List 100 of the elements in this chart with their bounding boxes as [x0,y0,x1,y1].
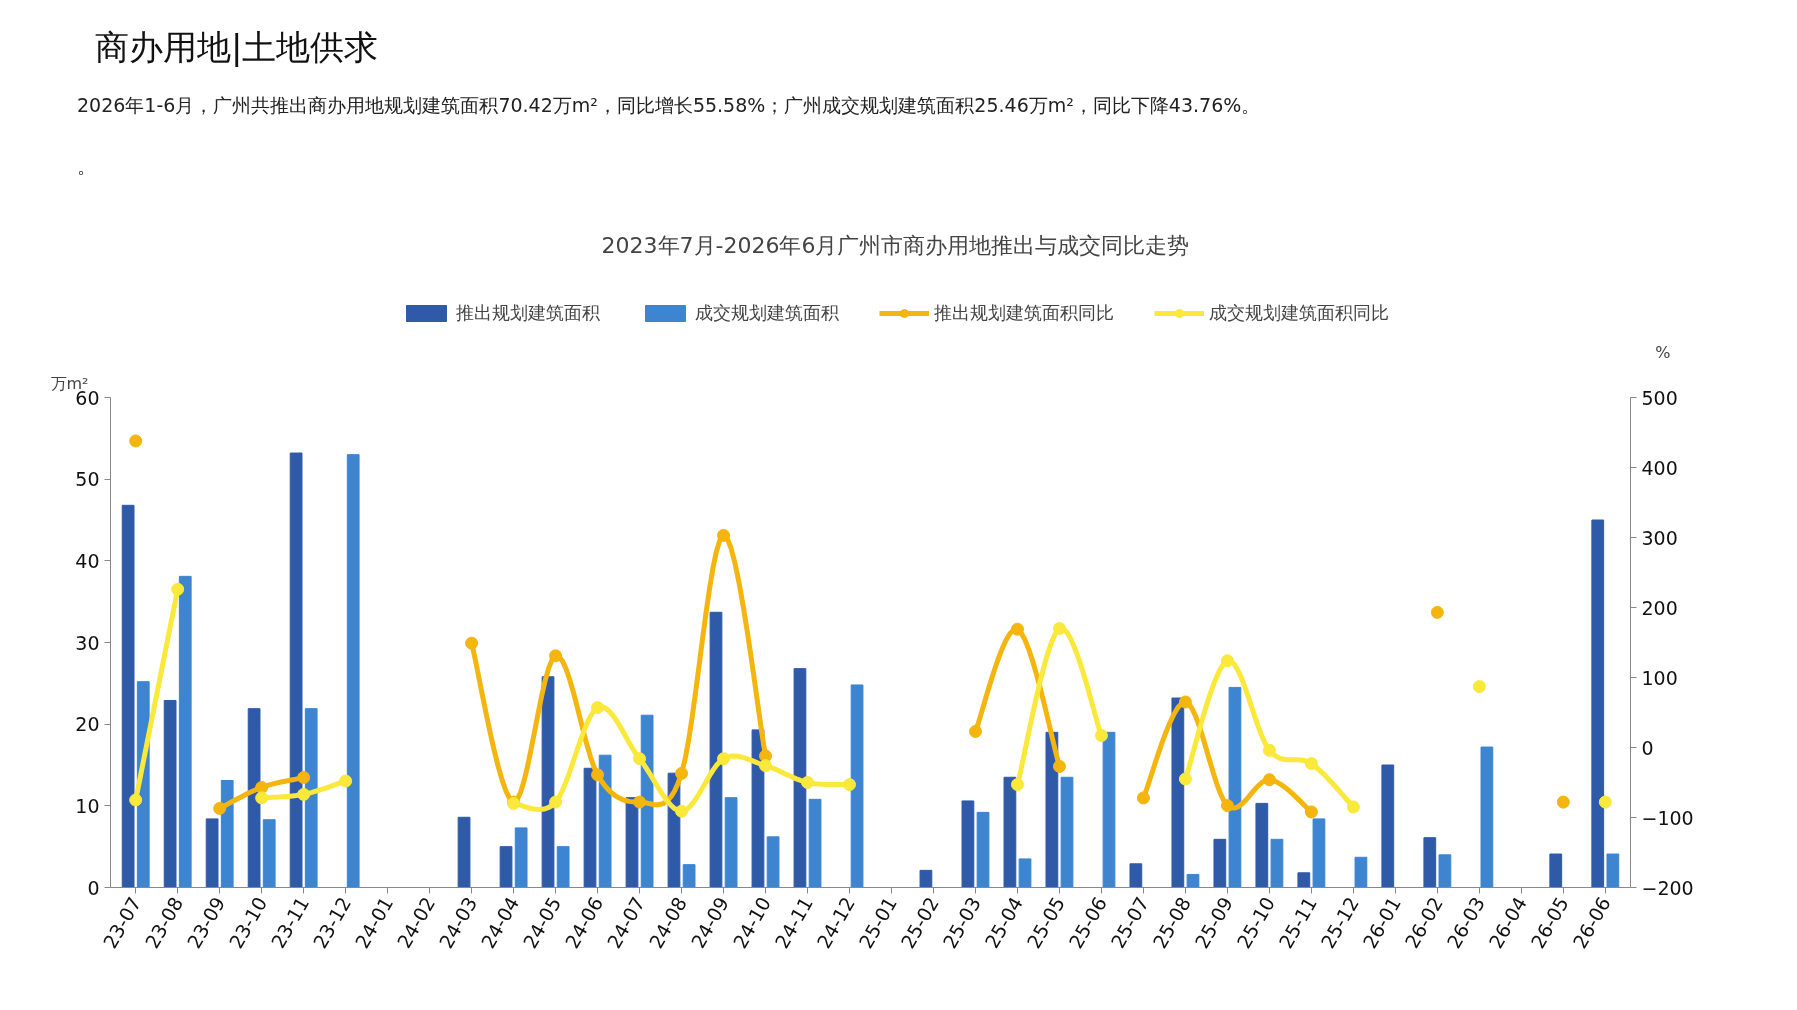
point [297,787,311,801]
legend-label: 成交规划建筑面积 [695,301,839,325]
chart-title: 2023年7月-2026年6月广州市商办用地推出与成交同比走势 [601,232,1190,258]
y2-tick-label: 100 [1641,666,1678,689]
point [549,795,563,809]
point [1052,622,1066,635]
point [801,776,815,789]
legend-label: 成交规划建筑面积同比 [1209,301,1389,325]
point [591,701,605,715]
point [1010,778,1024,792]
y2-tick-label: 500 [1641,386,1678,409]
bar [793,668,807,888]
y2-tick-label: −100 [1641,806,1694,829]
bar [1060,776,1074,888]
legend-label: 推出规划建筑面积 [456,301,600,325]
point [297,771,311,785]
bar [1297,872,1311,888]
bar [1423,837,1437,888]
text: 。 [77,153,97,179]
bar [499,846,513,888]
y2-tick-label: 200 [1641,596,1678,619]
bar [304,708,318,888]
bar [1186,873,1200,888]
y2-tick-label: 400 [1641,456,1678,479]
y2-axis-title: % [1655,342,1671,362]
bar [1480,746,1494,888]
bar [1171,697,1185,888]
bar [1003,776,1017,888]
point [717,752,731,766]
point [1010,622,1024,636]
point [171,582,185,596]
y-tick-label: 20 [75,713,100,736]
bar [247,708,261,888]
bar [1270,838,1284,888]
bar [514,827,528,888]
point [549,649,563,663]
bar [850,684,864,888]
text: 商办用地|土地供求 [95,26,380,69]
point [129,434,143,448]
bar [163,699,177,888]
point [1556,795,1570,809]
point [1178,772,1192,786]
point [633,752,647,766]
y-tick-label: 40 [75,549,100,572]
bar [919,869,933,888]
y2-tick-label: 300 [1641,526,1678,549]
y2-tick-label: −200 [1641,876,1694,899]
point [675,804,689,818]
point [1094,729,1108,743]
bar [1312,818,1326,888]
bar [1354,856,1368,888]
bar [556,846,570,888]
bar [289,452,303,888]
point [1598,795,1612,809]
point [1220,799,1234,813]
bar [1102,731,1116,888]
point [255,791,269,805]
point [339,774,353,788]
point [129,793,143,807]
bar [1213,838,1227,888]
bar [262,819,276,888]
y2-tick-label: 0 [1641,736,1654,759]
point [1304,757,1318,771]
point [213,801,227,815]
point [1220,654,1234,668]
point [968,724,982,738]
point [1052,759,1066,773]
point [1430,605,1444,619]
bar [724,797,738,888]
legend-label: 推出规划建筑面积同比 [934,301,1114,325]
bar [457,816,471,888]
bar [625,797,639,888]
bar [1606,853,1620,888]
y-tick-label: 30 [75,631,100,654]
point [843,778,857,792]
point [1346,800,1360,814]
bar [1381,764,1395,888]
bar [598,754,612,888]
bar [1018,858,1032,888]
bar [541,676,555,888]
y-tick-label: 0 [87,876,100,899]
bar [1045,731,1059,888]
bar [1549,853,1563,888]
bar [1438,854,1452,888]
bar [976,811,990,888]
bar [709,611,723,888]
bar [1129,863,1143,888]
bar [346,454,360,888]
y-tick-label: 10 [75,794,100,817]
point [1262,773,1276,787]
text: 2026年1-6月，广州共推出商办用地规划建筑面积70.42万m²，同比增长55.58%；广州成交规划建筑面积25.46万m²，同比下降43.76%。 [77,92,1261,118]
bar [1255,802,1269,888]
point [465,636,479,650]
point [591,768,605,782]
point [255,780,269,794]
point [1262,743,1276,757]
point [1178,695,1192,709]
point [1472,680,1486,694]
point [759,759,773,773]
point [717,528,731,542]
